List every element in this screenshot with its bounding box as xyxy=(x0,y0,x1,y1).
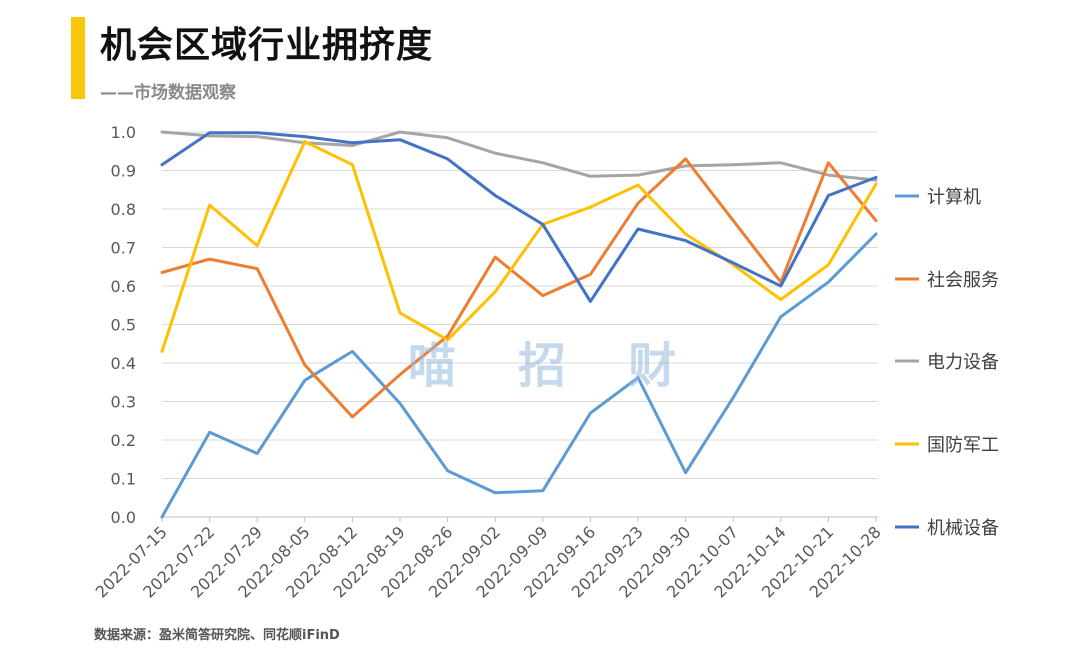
y-tick-label: 0.9 xyxy=(111,162,136,181)
legend-label: 社会服务 xyxy=(927,270,999,291)
y-tick-label: 0.2 xyxy=(111,431,136,450)
series-line-2 xyxy=(160,130,878,182)
series-line-4 xyxy=(160,131,878,303)
y-tick-label: 0.4 xyxy=(111,354,136,373)
grid-layer xyxy=(162,131,878,479)
y-tick-label: 0.6 xyxy=(111,277,136,296)
legend-label: 电力设备 xyxy=(927,352,999,373)
legend-label: 机械设备 xyxy=(927,518,999,539)
y-tick-label: 0.1 xyxy=(111,470,136,489)
y-tick-label: 0.3 xyxy=(111,393,136,412)
y-tick-label: 0.0 xyxy=(111,508,136,527)
title-accent-bar xyxy=(71,17,85,99)
page-subtitle: ——市场数据观察 xyxy=(100,83,236,103)
series-line-3 xyxy=(160,140,878,353)
legend-label: 计算机 xyxy=(927,187,981,208)
page-title: 机会区域行业拥挤度 xyxy=(100,25,434,66)
y-tick-label: 1.0 xyxy=(111,123,136,142)
y-tick-label: 0.5 xyxy=(111,316,136,335)
axis-layer: 0.00.10.20.30.40.50.60.70.80.91.02022-07… xyxy=(92,123,885,602)
data-source-note: 数据来源：盈米简答研究院、同花顺iFinD xyxy=(94,628,340,643)
legend-label: 国防军工 xyxy=(927,435,999,456)
series-line-0 xyxy=(160,232,878,519)
series-line-1 xyxy=(160,157,878,419)
series-layer xyxy=(160,130,878,519)
y-tick-label: 0.8 xyxy=(111,200,136,219)
y-tick-label: 0.7 xyxy=(111,239,136,258)
